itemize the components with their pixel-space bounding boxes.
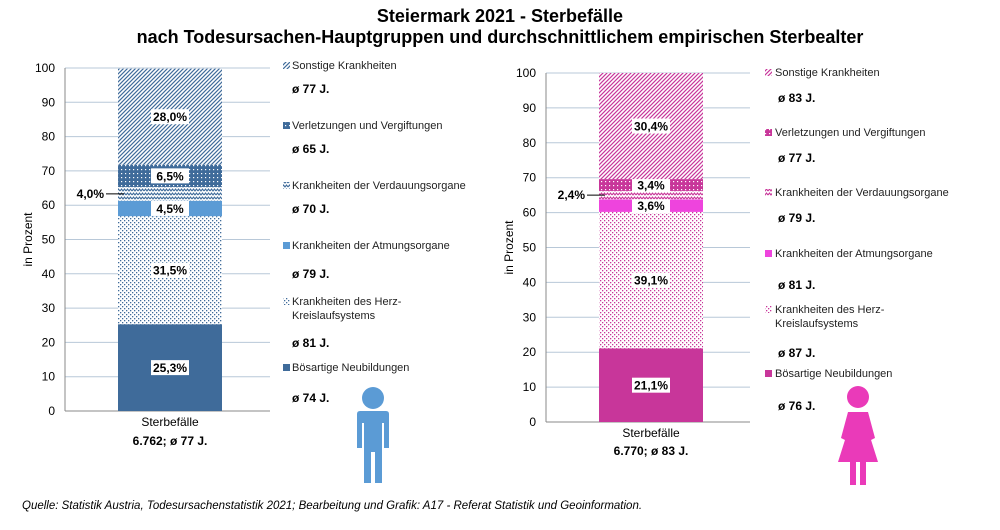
legend-swatch [765,189,772,196]
male-person-icon [357,387,389,483]
legend-age: ø 81 J. [292,336,329,350]
legend-label: Sonstige Krankheiten [292,60,397,72]
data-label: 3,4% [637,179,665,193]
data-label-box [151,109,189,125]
legend-age: ø 81 J. [778,278,815,292]
x-sublabel: 6.762; ø 77 J. [133,434,208,448]
chart-title: Steiermark 2021 - Sterbefälle nach Todes… [0,6,1000,48]
legend-age: ø 74 J. [292,391,329,405]
y-tick-label: 30 [523,310,537,324]
legend-age: ø 70 J. [292,202,329,216]
legend-age: ø 79 J. [292,267,329,281]
data-label-box [632,177,670,193]
chart-title-line1: Steiermark 2021 - Sterbefälle [376,6,624,26]
y-tick-label: 10 [42,370,56,384]
legend-label: Krankheiten der Verdauungsorgane [775,187,949,199]
legend-age: ø 79 J. [778,211,815,225]
data-label-box [632,198,670,214]
data-label: 2,4% [558,188,586,202]
data-label-box [632,377,670,393]
y-tick-label: 90 [42,95,56,109]
data-label: 25,3% [153,361,187,375]
data-label: 4,0% [77,187,105,201]
y-tick-label: 0 [529,415,536,429]
legend-label: Krankheiten der Atmungsorgane [775,248,933,260]
legend-swatch [765,129,772,136]
y-tick-label: 80 [42,130,56,144]
data-label: 6,5% [156,169,184,183]
data-label: 39,1% [634,274,668,288]
y-tick-label: 80 [523,136,537,150]
legend-age: ø 77 J. [778,151,815,165]
y-tick-label: 90 [523,101,537,115]
y-tick-label: 20 [42,335,56,349]
legend-label: Sonstige Krankheiten [775,67,880,79]
y-tick-label: 70 [42,164,56,178]
legend-label: Krankheiten der Verdauungsorgane [292,180,466,192]
legend-swatch [283,122,290,129]
data-label: 31,5% [153,264,187,278]
bar-segment [118,187,222,201]
legend-label: Krankheiten der Atmungsorgane [292,240,450,252]
legend-label: Bösartige Neubildungen [775,368,892,380]
y-tick-label: 40 [42,267,56,281]
y-tick-label: 40 [523,275,537,289]
x-sublabel: 6.770; ø 83 J. [614,444,689,458]
legend-swatch [283,242,290,249]
data-label-box [632,272,670,288]
data-label-box [151,200,189,216]
y-axis-label: in Prozent [21,212,35,267]
legend-label: Bösartige Neubildungen [292,362,409,374]
y-tick-label: 50 [523,241,537,255]
male-chart-panel: 0 10 20 30 40 50 60 70 80 90 100 in Prozent 25,3% Bös… [21,60,466,483]
legend-age: ø 83 J. [778,91,815,105]
chart-title-line2: nach Todesursachen-Hauptgruppen und durc… [136,27,864,47]
legend-swatch [765,306,772,313]
bar-segment [599,190,703,200]
data-label: 30,4% [634,120,668,134]
legend-age: ø 77 J. [292,82,329,96]
legend-swatch [283,298,290,305]
y-axis-label: in Prozent [502,220,516,275]
data-label: 3,6% [637,199,665,213]
data-label: 28,0% [153,110,187,124]
legend-swatch [283,62,290,69]
data-label: 4,5% [156,202,184,216]
data-label-box [632,118,670,134]
legend-label: Krankheiten des Herz-Kreislaufsystems [775,304,885,330]
data-label-box [151,168,189,184]
y-tick-label: 30 [42,301,56,315]
legend-swatch [283,364,290,371]
source-note: Quelle: Statistik Austria, Todesursachen… [22,500,643,512]
legend-age: ø 65 J. [292,142,329,156]
data-label-box [151,262,189,278]
legend-swatch [765,69,772,76]
legend-age: ø 76 J. [778,399,815,413]
legend-swatch [765,250,772,257]
legend-label: Krankheiten des Herz-Kreislaufsystems [292,296,402,322]
data-label: 21,1% [634,379,668,393]
legend-age: ø 87 J. [778,346,815,360]
x-tick-label: Sterbefälle [622,426,680,440]
x-tick-label: Sterbefälle [141,415,199,429]
y-tick-label: 70 [523,171,537,185]
female-chart-panel: 0 10 20 30 40 50 60 70 80 90 100 in Prozent 21,1% Bös… [502,66,949,485]
legend-label: Verletzungen und Vergiftungen [775,127,925,139]
legend-label: Verletzungen und Vergiftungen [292,120,442,132]
y-tick-label: 0 [48,404,55,418]
legend-swatch [283,182,290,189]
female-person-icon [838,386,878,485]
y-tick-label: 50 [42,233,56,247]
y-tick-label: 60 [523,206,537,220]
y-tick-label: 100 [35,61,55,75]
y-tick-label: 20 [523,345,537,359]
y-tick-label: 60 [42,198,56,212]
legend-swatch [765,370,772,377]
y-tick-label: 100 [516,66,536,80]
y-tick-label: 10 [523,380,537,394]
data-label-box [151,360,189,376]
